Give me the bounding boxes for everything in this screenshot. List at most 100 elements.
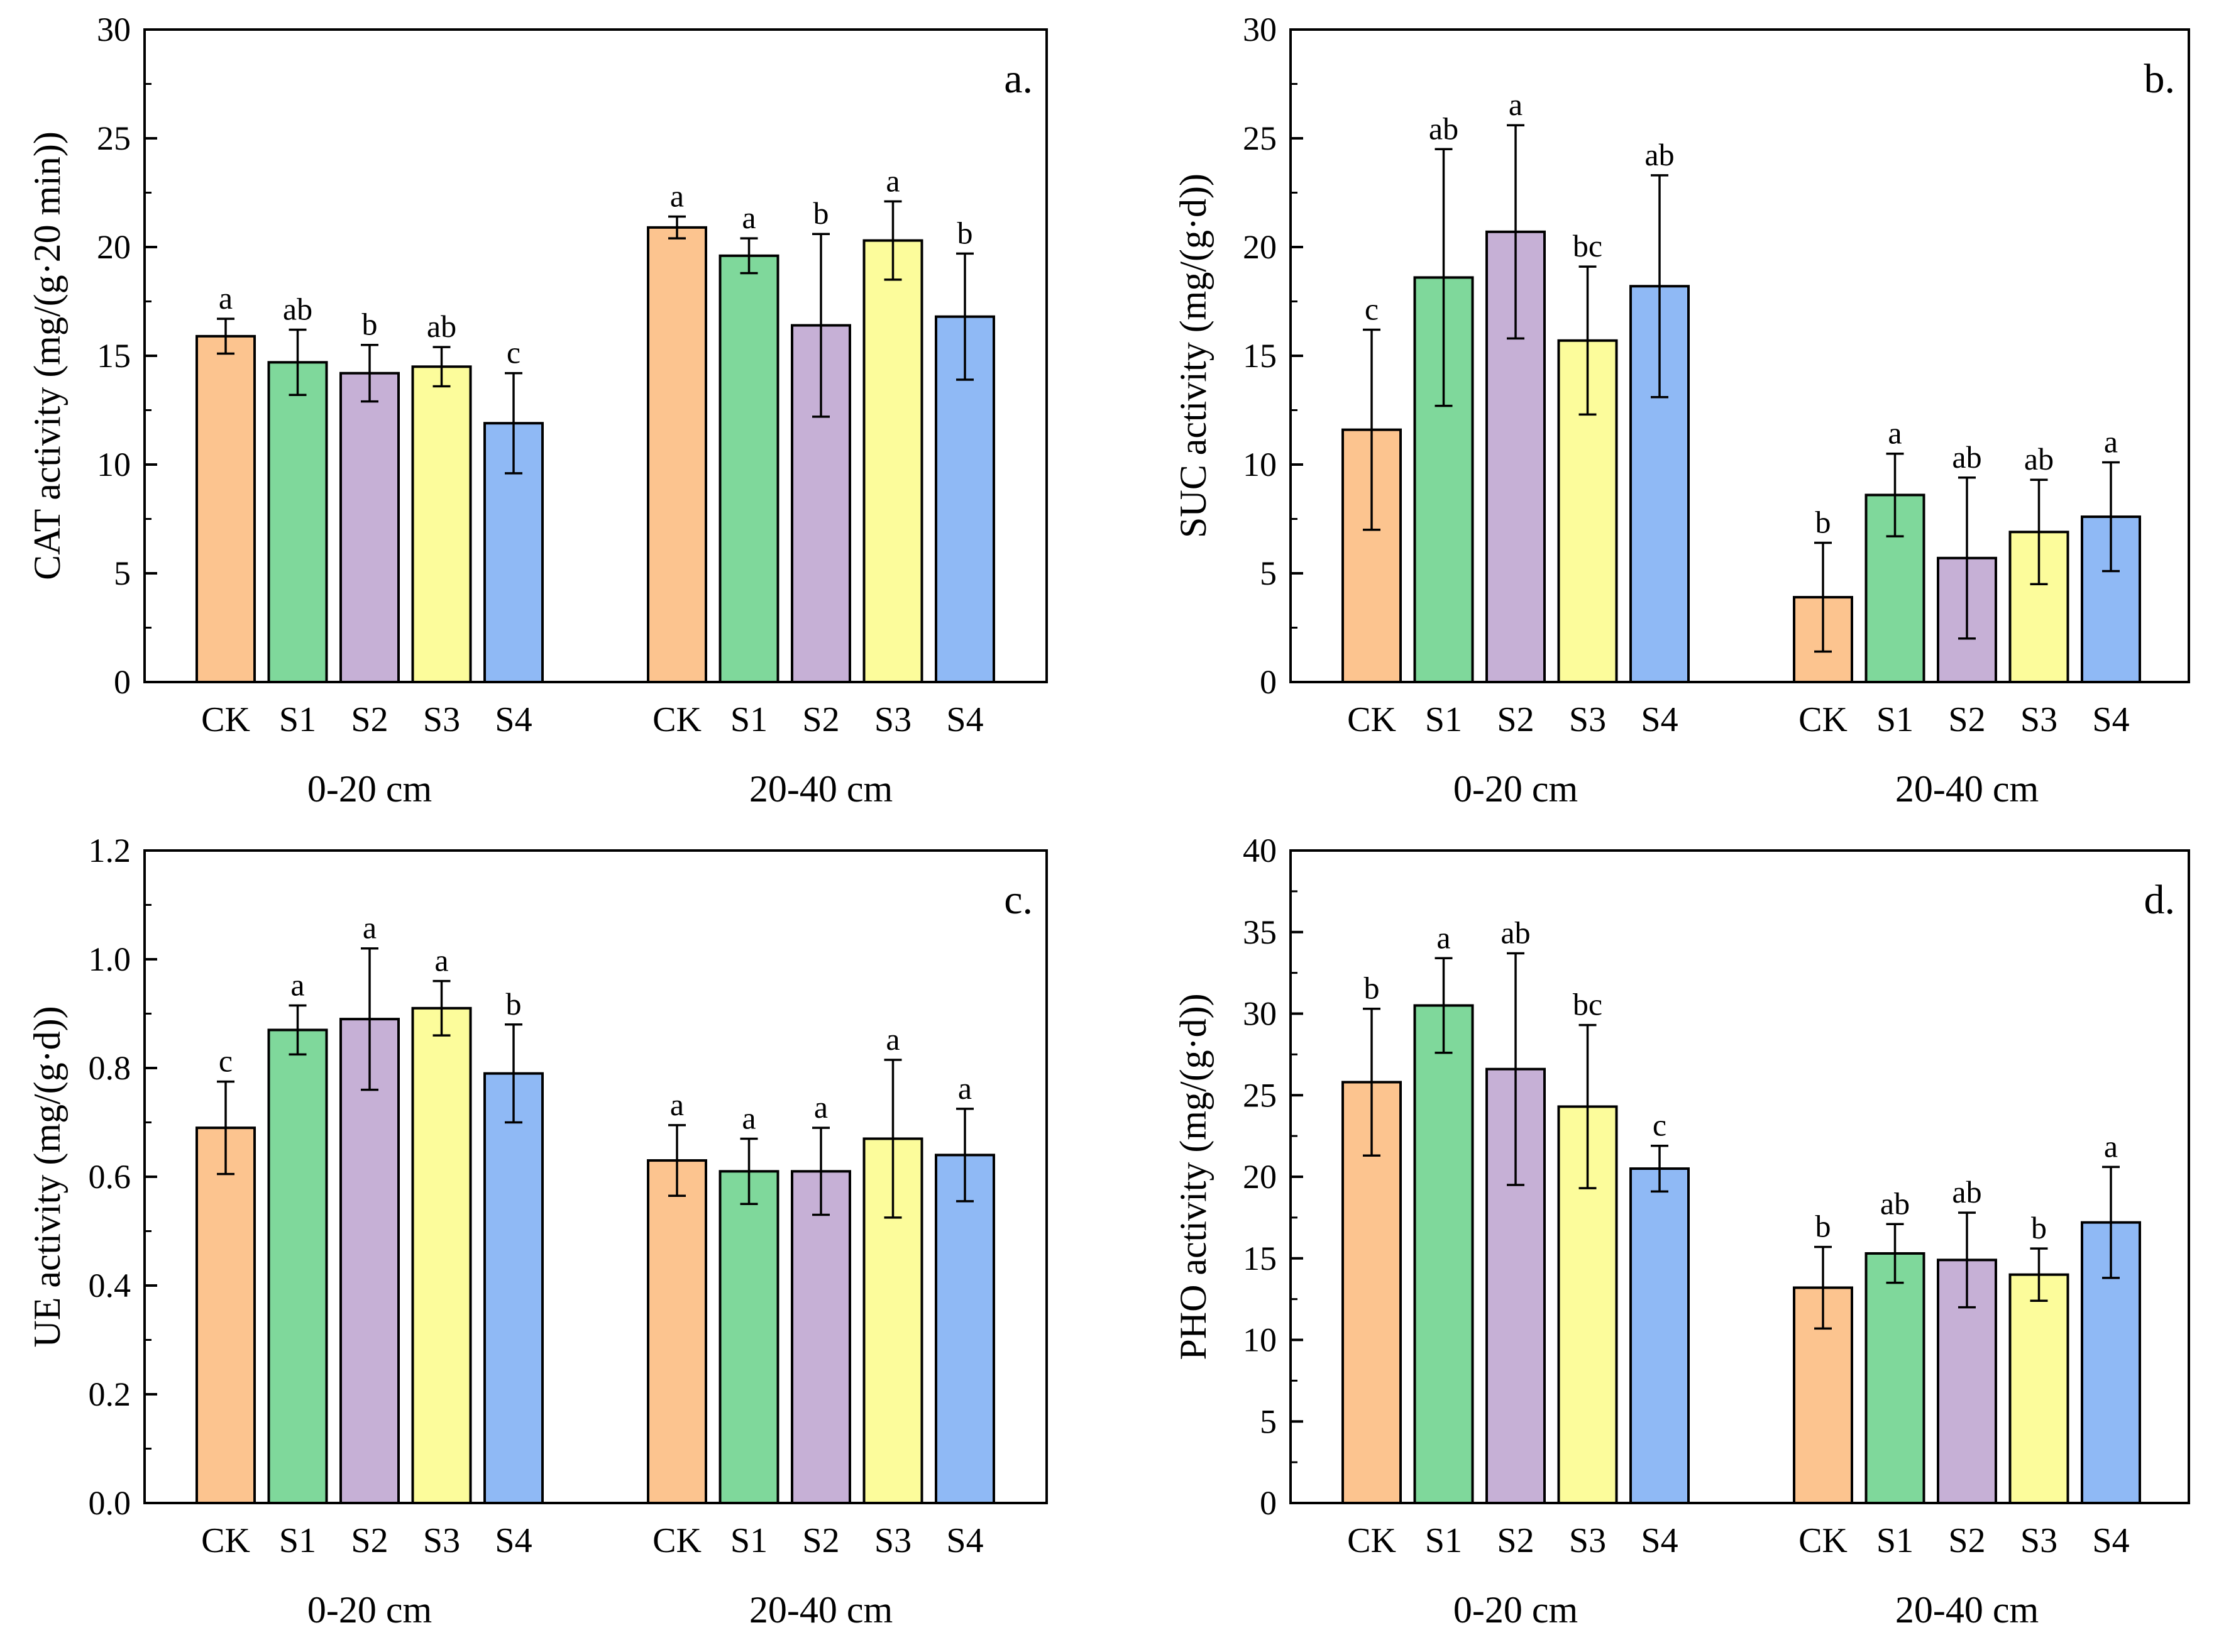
bar-s1 (719, 254, 779, 683)
y-tick-label: 0 (114, 663, 131, 701)
x-tick-label: S3 (1569, 700, 1606, 739)
y-tick-label: 30 (1243, 995, 1277, 1033)
y-axis-label: UE activity (mg/(g·d)) (26, 1006, 68, 1347)
y-tick-label: 20 (1243, 228, 1277, 266)
y-tick-label: 1.2 (89, 832, 131, 869)
significance-letter: a (670, 1087, 684, 1122)
significance-letter: a (434, 943, 448, 978)
y-tick-label: 25 (1243, 119, 1277, 157)
x-tick-label: CK (201, 700, 250, 739)
x-tick-label: S4 (2092, 700, 2129, 739)
x-tick-label: S3 (423, 1521, 460, 1560)
bar-s2 (339, 372, 400, 683)
significance-letter: a (742, 1100, 756, 1135)
y-tick-label: 15 (1243, 1240, 1277, 1277)
significance-letter: b (362, 307, 378, 342)
x-tick-label: S3 (423, 700, 460, 739)
significance-letter: ab (427, 309, 456, 344)
significance-letter: ab (1952, 1174, 1981, 1209)
bar-s3 (2008, 1273, 2069, 1504)
significance-letter: a (1509, 87, 1523, 122)
x-tick-label: S2 (802, 1521, 839, 1560)
y-tick-label: 5 (114, 554, 131, 592)
chart-panel-4: 0 5 10 15 20 25 30 35 40 PHO activity (mg/(g·d)) d… (1172, 832, 2190, 1631)
y-tick-label: 5 (1260, 1402, 1277, 1440)
x-tick-label: S4 (1641, 700, 1678, 739)
x-tick-label: CK (653, 1521, 702, 1560)
x-tick-label: S3 (874, 700, 911, 739)
significance-letter: a (814, 1089, 828, 1125)
y-tick-label: 25 (97, 119, 131, 157)
x-tick-label: S1 (279, 1521, 316, 1560)
significance-letter: ab (1429, 111, 1458, 146)
x-tick-label: S2 (802, 700, 839, 739)
x-tick-label: CK (1347, 700, 1396, 739)
y-axis-label: PHO activity (mg/(g·d)) (1172, 993, 1214, 1360)
x-tick-label: S4 (1641, 1521, 1678, 1560)
bar-s4 (483, 1072, 544, 1504)
y-tick-label: 40 (1243, 832, 1277, 869)
group-label: 20-40 cm (749, 1589, 893, 1631)
x-tick-label: CK (201, 1521, 250, 1560)
significance-letter: bc (1573, 228, 1602, 263)
significance-letter: b (957, 215, 973, 250)
significance-letter: ab (1952, 439, 1981, 475)
significance-letter: a (958, 1071, 972, 1106)
x-tick-label: S2 (1948, 1521, 1985, 1560)
x-tick-label: S1 (730, 1521, 768, 1560)
x-tick-label: S3 (2020, 700, 2057, 739)
x-tick-label: CK (653, 700, 702, 739)
y-tick-label: 5 (1260, 554, 1277, 592)
y-tick-label: 10 (1243, 446, 1277, 483)
significance-letter: a (742, 200, 756, 235)
y-tick-label: 0.8 (89, 1049, 131, 1087)
panel-label: c. (1004, 877, 1033, 923)
y-tick-label: 10 (97, 446, 131, 483)
x-tick-label: S3 (874, 1521, 911, 1560)
y-tick-label: 30 (97, 11, 131, 48)
y-tick-label: 0 (1260, 663, 1277, 701)
group-label: 0-20 cm (307, 768, 432, 810)
bar-s1 (267, 361, 328, 683)
significance-letter: a (219, 280, 233, 316)
significance-letter: c (507, 335, 520, 370)
x-tick-label: S4 (946, 1521, 983, 1560)
y-tick-label: 30 (1243, 11, 1277, 48)
significance-letter: c (1365, 291, 1379, 326)
y-tick-label: 0.6 (89, 1158, 131, 1196)
panel-label: b. (2144, 56, 2176, 102)
significance-letter: a (886, 163, 900, 198)
significance-letter: b (1364, 971, 1380, 1006)
bar-ck (647, 1159, 707, 1505)
significance-letter: ab (1644, 137, 1674, 172)
significance-letter: a (670, 179, 684, 214)
x-tick-label: S1 (730, 700, 768, 739)
y-tick-label: 0.2 (89, 1375, 131, 1413)
x-tick-label: CK (1798, 1521, 1848, 1560)
chart-panel-2: 0 5 10 15 20 25 30 SUC activity (mg/(g·d)) b. c CK… (1172, 11, 2190, 810)
group-label: 20-40 cm (749, 768, 893, 810)
significance-letter: bc (1573, 987, 1602, 1022)
significance-letter: a (1436, 920, 1450, 955)
y-tick-label: 0 (1260, 1484, 1277, 1522)
bar-ck (196, 334, 256, 683)
significance-letter: a (2104, 1128, 2118, 1164)
significance-letter: a (2104, 424, 2118, 460)
x-tick-label: S1 (1876, 700, 1914, 739)
significance-letter: c (1653, 1108, 1666, 1143)
bar-s2 (791, 1170, 851, 1504)
bar-s1 (267, 1028, 328, 1504)
group-label: 0-20 cm (307, 1589, 432, 1631)
y-tick-label: 1.0 (89, 940, 131, 978)
significance-letter: ab (283, 291, 312, 326)
y-tick-label: 0.0 (89, 1484, 131, 1522)
group-label: 20-40 cm (1895, 768, 2039, 810)
chart-panel-1: 0 5 10 15 20 25 30 CAT activity (mg/(g·20 min))… (26, 11, 1048, 810)
significance-letter: a (363, 910, 377, 945)
x-tick-label: S1 (279, 700, 316, 739)
bar-s1 (719, 1170, 779, 1504)
bar-ck (196, 1126, 256, 1504)
panel-label: a. (1004, 56, 1033, 102)
x-tick-label: S2 (1497, 700, 1534, 739)
bar-s1 (1413, 1004, 1474, 1504)
